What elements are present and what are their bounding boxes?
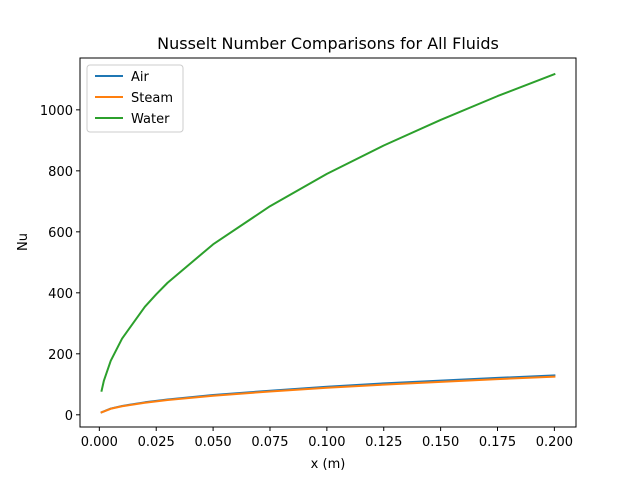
legend-label-water: Water — [131, 112, 170, 127]
series-line-water — [100, 72, 556, 392]
legend-box — [86, 64, 184, 133]
y-tick-label: 0 — [65, 409, 73, 424]
y-tick-label: 400 — [48, 287, 73, 302]
x-tick-label: 0.075 — [251, 435, 288, 450]
y-tick-label: 600 — [48, 226, 73, 241]
x-tick-label: 0.050 — [194, 435, 231, 450]
plot-area: 0.000 0.025 0.050 0.075 0.100 0.125 0.150 0.175… — [40, 57, 577, 450]
x-tick-label: 0.000 — [81, 435, 118, 450]
x-tick-label: 0.100 — [308, 435, 345, 450]
y-tick-label: 200 — [48, 348, 73, 363]
axes-frame — [79, 57, 577, 428]
x-tick-label: 0.150 — [422, 435, 459, 450]
x-tick-label: 0.125 — [365, 435, 402, 450]
x-axis-label: x (m) — [311, 457, 346, 472]
legend-label-air: Air — [131, 70, 150, 85]
legend-label-steam: Steam — [131, 91, 173, 106]
x-tick-label: 0.175 — [479, 435, 516, 450]
y-axis-label: Nu — [16, 233, 31, 251]
x-tick-label: 0.200 — [536, 435, 573, 450]
legend: Air Steam Water — [86, 64, 184, 133]
x-tick-label: 0.025 — [138, 435, 175, 450]
chart-title: Nusselt Number Comparisons for All Fluid… — [157, 34, 499, 53]
y-tick-label: 800 — [48, 165, 73, 180]
y-tick-label: 1000 — [40, 104, 73, 119]
series-line-steam — [100, 375, 556, 414]
